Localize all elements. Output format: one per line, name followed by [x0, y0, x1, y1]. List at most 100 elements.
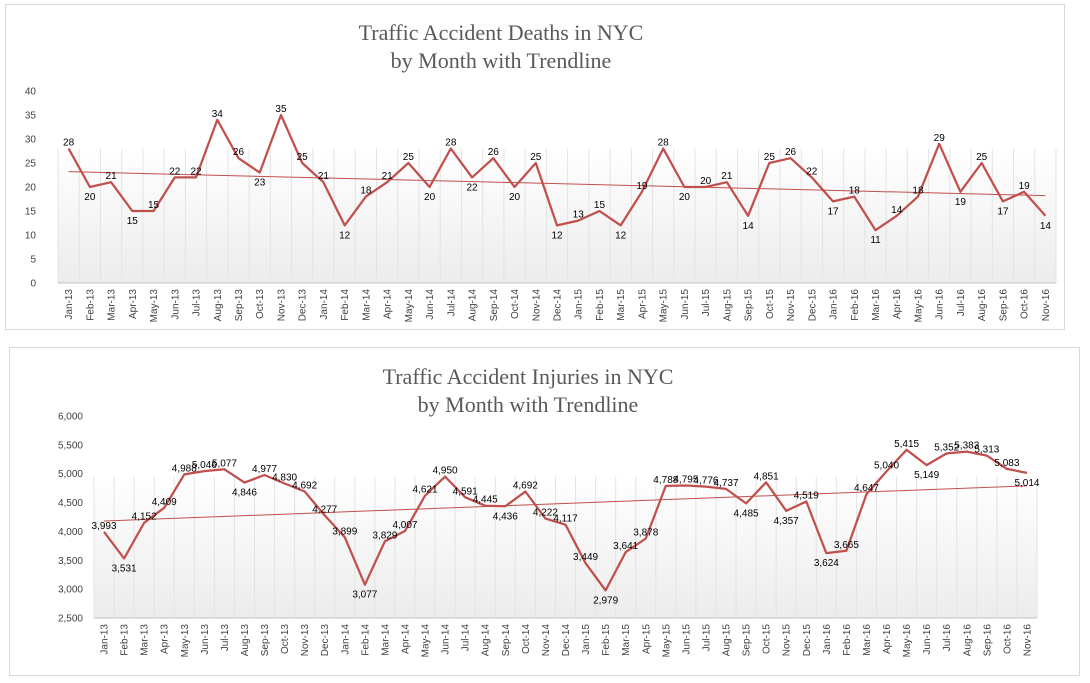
data-label: 4,277	[312, 504, 337, 515]
trendline	[68, 171, 1046, 197]
x-tick-label: Aug-16	[977, 289, 988, 322]
data-label: 22	[190, 166, 202, 177]
x-tick-label: Jun-15	[680, 289, 691, 320]
deaths-chart: Traffic Accident Deaths in NYC by Month w…	[25, 20, 1057, 323]
x-tick-label: May-15	[659, 289, 670, 323]
x-tick-label: Jul-13	[192, 289, 203, 317]
data-label: 4,977	[252, 464, 277, 475]
data-label: 26	[785, 147, 797, 158]
data-label: 4,152	[132, 512, 157, 523]
x-tick-label: Dec-15	[807, 289, 818, 322]
data-label: 5,077	[212, 458, 237, 469]
x-tick-label: Oct-15	[765, 289, 776, 319]
data-label: 25	[403, 152, 415, 163]
data-label: 3,531	[112, 563, 137, 574]
data-label: 25	[976, 152, 988, 163]
injuries-chart-panel: Traffic Accident Injuries in NYC by Month…	[9, 347, 1080, 676]
data-label: 14	[891, 205, 903, 216]
x-tick-label: Aug-16	[962, 624, 973, 657]
x-tick-label: Sep-15	[742, 624, 753, 657]
x-tick-label: Aug-15	[722, 624, 733, 657]
x-tick-label: Feb-15	[601, 624, 612, 656]
x-tick-label: Jun-16	[922, 624, 933, 655]
data-label: 3,624	[814, 558, 839, 569]
y-tick-label: 4,000	[58, 527, 83, 538]
x-tick-label: Oct-13	[280, 624, 291, 654]
x-tick-label: Jan-16	[829, 289, 840, 320]
data-label: 26	[488, 147, 500, 158]
data-label: 25	[764, 152, 776, 163]
data-label: 4,445	[473, 495, 498, 506]
data-label: 3,449	[573, 552, 598, 563]
data-label: 3,878	[633, 527, 658, 538]
x-tick-label: Mar-14	[361, 289, 372, 321]
injuries-chart: Traffic Accident Injuries in NYC by Month…	[58, 364, 1040, 658]
data-label: 4,830	[272, 473, 297, 484]
data-label: 20	[84, 192, 96, 203]
data-label: 3,077	[352, 590, 377, 601]
y-tick-label: 40	[25, 87, 37, 98]
x-tick-label: Jan-14	[340, 624, 351, 655]
x-tick-label: May-16	[902, 624, 913, 658]
data-label: 4,357	[774, 516, 799, 527]
x-tick-label: Aug-13	[213, 289, 224, 322]
chart-title-line: Traffic Accident Injuries in NYC	[383, 364, 674, 389]
data-label: 4,795	[673, 475, 698, 486]
data-label: 5,040	[874, 460, 899, 471]
y-tick-label: 25	[25, 159, 37, 170]
data-label: 23	[254, 178, 266, 189]
data-label: 21	[106, 171, 118, 182]
data-label: 4,117	[553, 514, 578, 525]
data-label: 3,993	[92, 521, 117, 532]
data-label: 28	[658, 138, 670, 149]
x-tick-label: Aug-15	[722, 289, 733, 322]
x-tick-label: Feb-13	[120, 624, 131, 656]
data-label: 4,692	[513, 480, 538, 491]
x-tick-label: Nov-15	[782, 624, 793, 657]
x-tick-label: Jul-14	[461, 624, 472, 652]
data-label: 22	[467, 182, 479, 193]
data-label: 5,383	[954, 441, 979, 452]
series-line	[103, 448, 1028, 592]
y-tick-label: 6,000	[58, 412, 83, 423]
chart-title-line: Traffic Accident Deaths in NYC	[359, 20, 644, 45]
data-label: 4,851	[754, 471, 779, 482]
x-tick-label: Dec-15	[802, 624, 813, 657]
data-label: 21	[382, 171, 394, 182]
data-label: 12	[339, 230, 351, 241]
data-label: 14	[1040, 221, 1052, 232]
x-tick-label: Jan-13	[100, 624, 111, 655]
data-label: 13	[573, 210, 585, 221]
x-tick-label: Jun-14	[425, 289, 436, 320]
x-tick-label: Oct-14	[521, 624, 532, 654]
x-tick-label: Sep-13	[260, 624, 271, 657]
x-tick-label: Sep-16	[998, 289, 1009, 322]
x-tick-label: Jul-16	[942, 624, 953, 652]
data-label: 22	[169, 166, 181, 177]
x-tick-label: Jan-15	[574, 289, 585, 320]
data-label: 21	[318, 171, 330, 182]
x-tick-label: Dec-14	[561, 624, 572, 657]
data-label: 5,415	[894, 439, 919, 450]
y-tick-label: 2,500	[58, 614, 83, 625]
data-label: 20	[509, 192, 521, 203]
data-label: 35	[275, 104, 287, 115]
x-tick-label: Mar-16	[862, 624, 873, 656]
x-tick-label: May-15	[661, 624, 672, 658]
x-tick-label: Apr-16	[882, 624, 893, 654]
data-label: 22	[806, 166, 818, 177]
x-tick-label: Jun-13	[170, 289, 181, 320]
data-label: 4,846	[232, 488, 257, 499]
x-tick-label: Jul-15	[701, 624, 712, 652]
x-tick-label: Mar-13	[140, 624, 151, 656]
x-tick-label: Mar-15	[621, 624, 632, 656]
series-line	[67, 113, 1047, 232]
x-tick-label: Apr-13	[128, 289, 139, 319]
x-tick-label: Sep-14	[501, 624, 512, 657]
x-tick-label: Nov-15	[786, 289, 797, 322]
x-tick-label: Feb-14	[360, 624, 371, 656]
data-label: 5,014	[1014, 478, 1039, 489]
data-label: 28	[63, 138, 75, 149]
data-label: 4,737	[713, 478, 738, 489]
x-tick-label: Feb-14	[340, 289, 351, 321]
